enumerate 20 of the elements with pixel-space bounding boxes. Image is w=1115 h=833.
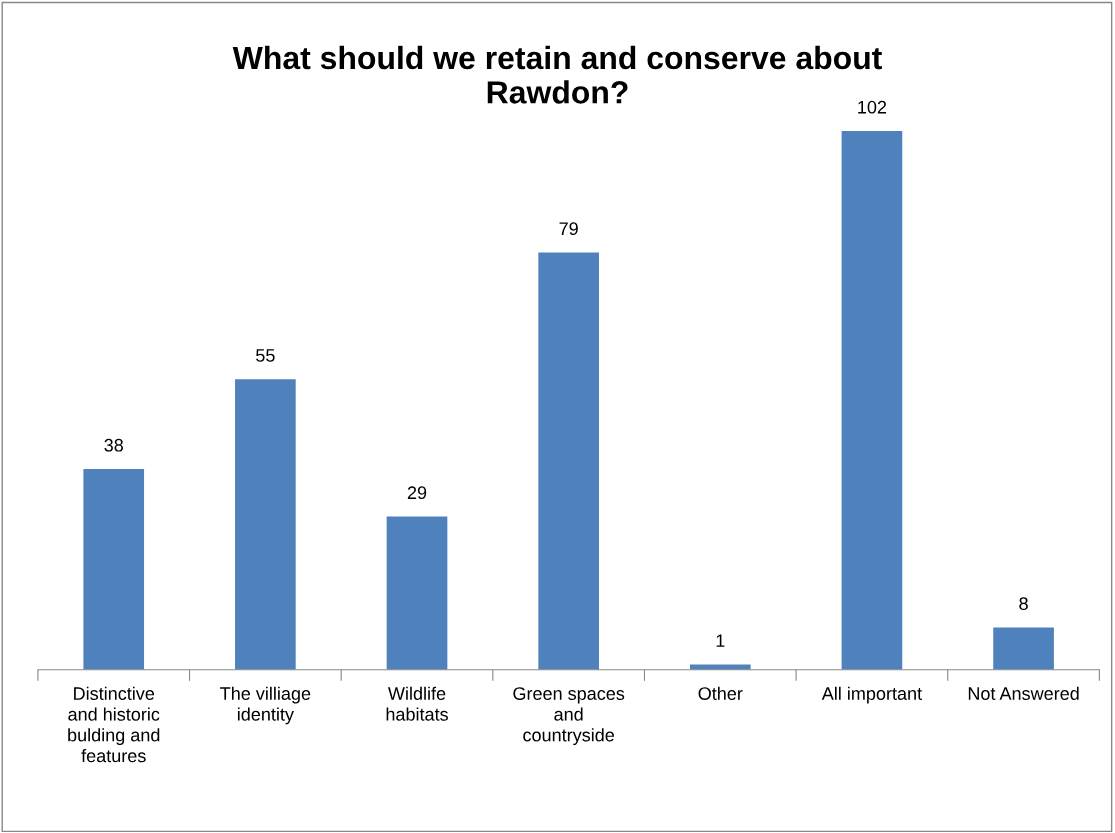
bar — [993, 627, 1054, 670]
bar — [235, 379, 296, 670]
x-tick-label: Not Answered — [968, 686, 1079, 700]
data-label: 38 — [104, 438, 123, 452]
bar — [386, 516, 448, 670]
bar — [83, 469, 145, 670]
data-label: 8 — [1019, 597, 1028, 611]
bar — [538, 252, 599, 670]
data-label: 1 — [716, 634, 725, 647]
x-tick-label: Distinctive and historic bulding and features — [68, 686, 160, 763]
data-label: 55 — [256, 349, 275, 362]
x-tick-label: The villiage identity — [220, 686, 311, 725]
data-label: 79 — [559, 222, 578, 236]
x-tick-label: Wildlife habitats — [386, 686, 448, 721]
x-tick-label: Other — [698, 686, 743, 700]
bar — [841, 131, 903, 670]
bar — [689, 664, 751, 670]
x-tick-label: All important — [821, 686, 922, 704]
x-tick-label: Green spaces and countryside — [513, 687, 625, 746]
data-label: 29 — [407, 486, 427, 500]
